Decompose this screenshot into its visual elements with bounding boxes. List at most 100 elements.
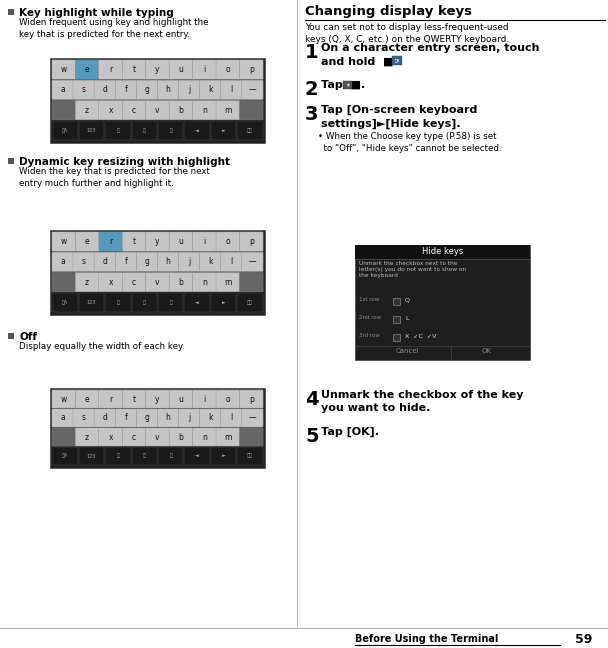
Text: Unmark the checkbox of the key
you want to hide.: Unmark the checkbox of the key you want … xyxy=(321,390,523,413)
FancyBboxPatch shape xyxy=(52,100,75,120)
Bar xyxy=(52,293,78,312)
FancyBboxPatch shape xyxy=(136,409,157,427)
FancyBboxPatch shape xyxy=(184,121,210,140)
FancyBboxPatch shape xyxy=(75,390,99,408)
Text: You can set not to display less-frequent-used
keys (Q, X, C, etc.) on the QWERTY: You can set not to display less-frequent… xyxy=(305,23,510,44)
FancyBboxPatch shape xyxy=(146,272,169,292)
Text: z: z xyxy=(85,432,89,441)
Text: 2nd row: 2nd row xyxy=(359,315,381,320)
Text: z: z xyxy=(85,277,89,286)
Text: u: u xyxy=(179,65,184,74)
Text: Display equally the width of each key.: Display equally the width of each key. xyxy=(19,342,184,351)
FancyBboxPatch shape xyxy=(75,100,99,120)
Bar xyxy=(237,293,263,312)
Text: 4: 4 xyxy=(305,390,319,409)
FancyBboxPatch shape xyxy=(193,390,216,408)
Text: p: p xyxy=(249,395,254,404)
FancyBboxPatch shape xyxy=(52,60,75,79)
Text: x: x xyxy=(108,432,113,441)
Bar xyxy=(184,447,210,465)
Text: j: j xyxy=(188,86,190,95)
FancyBboxPatch shape xyxy=(52,80,73,100)
FancyBboxPatch shape xyxy=(199,409,221,427)
FancyBboxPatch shape xyxy=(193,100,216,120)
Text: n: n xyxy=(202,277,207,286)
Text: f: f xyxy=(125,413,127,422)
Text: b: b xyxy=(179,106,184,115)
Text: Tap [On-screen keyboard
settings]►[Hide keys].: Tap [On-screen keyboard settings]►[Hide … xyxy=(321,105,477,129)
FancyBboxPatch shape xyxy=(179,409,200,427)
FancyBboxPatch shape xyxy=(237,447,263,465)
Text: Off: Off xyxy=(19,332,37,342)
Text: 。: 。 xyxy=(169,454,172,459)
Text: t: t xyxy=(133,237,136,246)
FancyBboxPatch shape xyxy=(52,428,75,446)
Bar xyxy=(8,9,14,15)
Text: 5: 5 xyxy=(305,427,319,446)
Text: n: n xyxy=(202,432,207,441)
Bar xyxy=(50,388,265,468)
FancyBboxPatch shape xyxy=(94,409,116,427)
Text: b: b xyxy=(179,432,184,441)
Text: ◄: ◄ xyxy=(195,454,199,459)
Text: —: — xyxy=(249,86,256,95)
Text: t: t xyxy=(133,395,136,404)
FancyBboxPatch shape xyxy=(157,121,184,140)
Text: あA: あA xyxy=(62,128,68,133)
Text: c: c xyxy=(132,106,136,115)
Bar xyxy=(393,334,400,341)
Text: p: p xyxy=(249,237,254,246)
Bar xyxy=(105,121,131,139)
Text: ✶: ✶ xyxy=(345,82,350,87)
FancyBboxPatch shape xyxy=(98,428,122,446)
Text: OK: OK xyxy=(482,348,491,354)
Text: s: s xyxy=(81,257,86,266)
Text: Tap [OK].: Tap [OK]. xyxy=(321,427,379,437)
Text: r: r xyxy=(109,65,112,74)
FancyBboxPatch shape xyxy=(199,252,221,272)
FancyBboxPatch shape xyxy=(73,252,94,272)
Text: Key highlight while typing: Key highlight while typing xyxy=(19,8,174,18)
FancyBboxPatch shape xyxy=(169,232,193,251)
Text: 確定: 確定 xyxy=(247,128,253,133)
Text: k: k xyxy=(208,257,213,266)
Text: a: a xyxy=(60,413,65,422)
Text: z: z xyxy=(85,106,89,115)
Text: —: — xyxy=(249,413,256,422)
FancyBboxPatch shape xyxy=(94,80,116,100)
FancyBboxPatch shape xyxy=(73,80,94,100)
FancyBboxPatch shape xyxy=(52,447,78,465)
FancyBboxPatch shape xyxy=(242,252,263,272)
FancyBboxPatch shape xyxy=(157,293,184,312)
FancyBboxPatch shape xyxy=(240,232,263,251)
Bar xyxy=(355,245,530,360)
FancyBboxPatch shape xyxy=(52,390,75,408)
Text: 123: 123 xyxy=(87,454,96,459)
FancyBboxPatch shape xyxy=(169,272,193,292)
Text: 2: 2 xyxy=(305,80,319,99)
Text: m: m xyxy=(224,106,232,115)
FancyBboxPatch shape xyxy=(237,121,263,140)
Text: s: s xyxy=(81,413,86,422)
FancyBboxPatch shape xyxy=(157,447,184,465)
Bar xyxy=(79,121,105,139)
Text: y: y xyxy=(155,395,160,404)
FancyBboxPatch shape xyxy=(98,100,122,120)
FancyBboxPatch shape xyxy=(179,252,200,272)
FancyBboxPatch shape xyxy=(122,390,146,408)
Bar xyxy=(392,56,402,65)
Text: o: o xyxy=(226,237,230,246)
Bar xyxy=(8,333,14,339)
FancyBboxPatch shape xyxy=(122,100,146,120)
Text: g: g xyxy=(145,413,150,422)
Text: L: L xyxy=(405,316,409,321)
Text: i: i xyxy=(203,65,206,74)
Text: 3: 3 xyxy=(305,105,319,124)
FancyBboxPatch shape xyxy=(240,272,263,292)
Text: w: w xyxy=(61,65,67,74)
Bar xyxy=(210,293,237,312)
FancyBboxPatch shape xyxy=(75,428,99,446)
Bar xyxy=(131,447,157,465)
Text: 確定: 確定 xyxy=(247,300,253,305)
Text: d: d xyxy=(102,257,107,266)
